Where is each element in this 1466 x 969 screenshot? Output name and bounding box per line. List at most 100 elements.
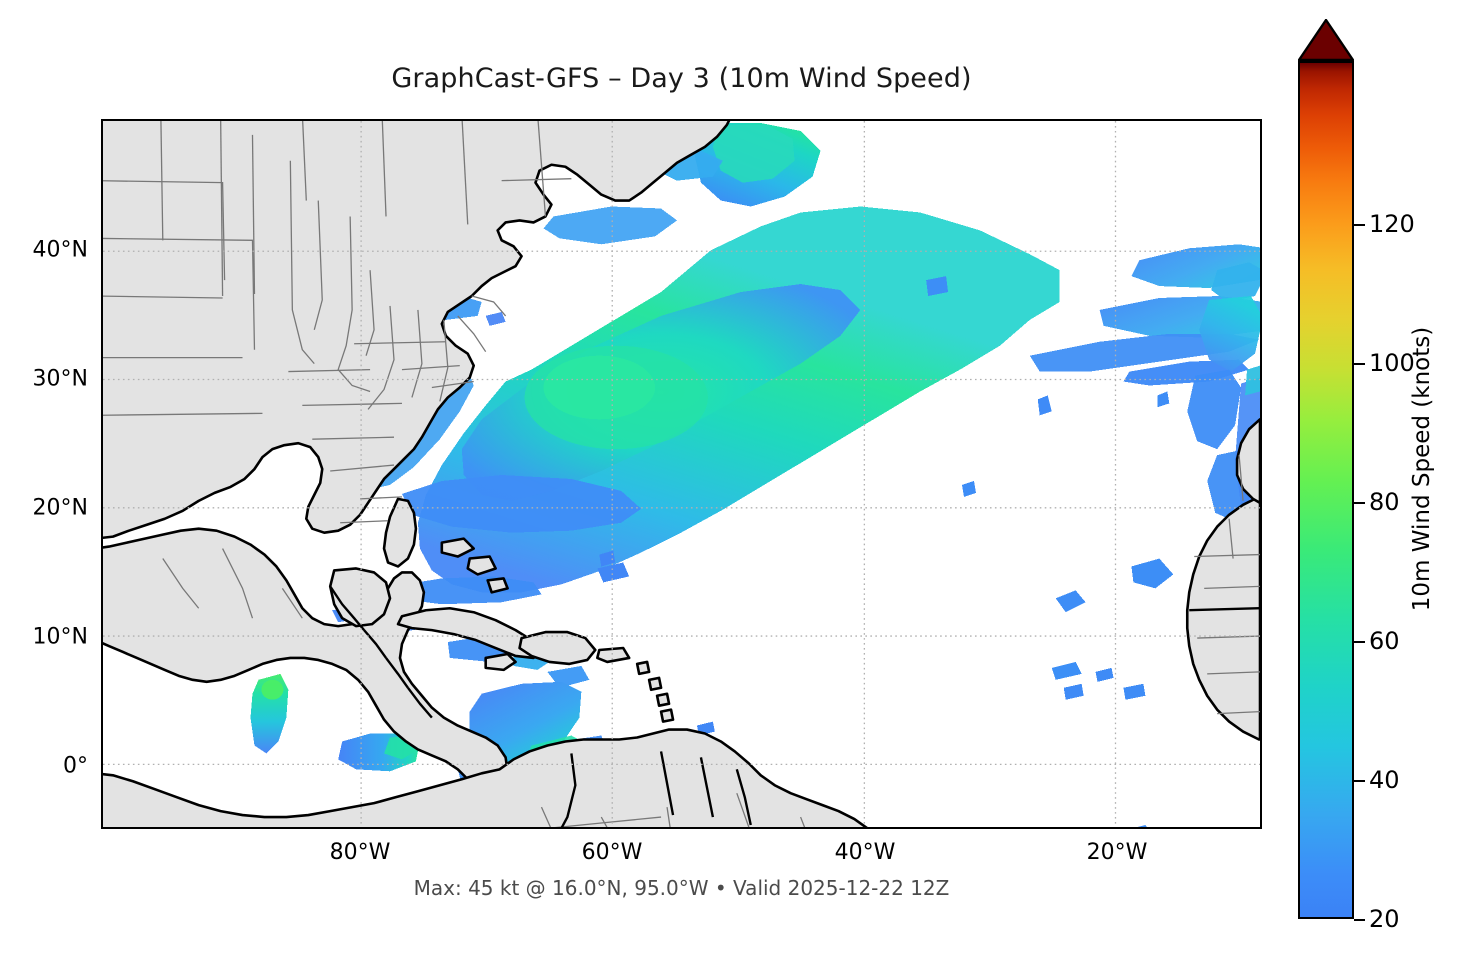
land-bahamas-c — [486, 577, 509, 594]
border-mx-3 — [281, 587, 303, 619]
land-west-africa — [1185, 495, 1260, 741]
colorbar-tick-20 — [1354, 919, 1365, 921]
wind-patch-eastern-atlantic-blob — [1199, 296, 1260, 372]
border-af-5 — [1228, 518, 1234, 559]
wind-speck-k — [1123, 683, 1146, 700]
figure-subtitle: Max: 45 kt @ 16.0°N, 95.0°W • Valid 2025… — [413, 876, 950, 900]
colorbar-tick-label-120: 120 — [1369, 210, 1415, 238]
y-tick-label-20n: 20°N — [32, 495, 88, 521]
x-tick-label-80w: 80°W — [329, 840, 391, 865]
border-us-16 — [288, 368, 371, 373]
x-tick-label-40w: 40°W — [834, 840, 896, 865]
border-af-1 — [1194, 553, 1260, 558]
land-nw-africa — [1235, 418, 1260, 505]
border-ca-3 — [461, 121, 469, 225]
admin-borders — [103, 121, 1260, 827]
border-af-7 — [1217, 711, 1260, 715]
border-us-19 — [330, 464, 395, 472]
wind-patch-nova-scotia-shelf — [543, 206, 678, 245]
y-tick-label-40n: 40°N — [32, 237, 88, 263]
y-tick-label-30n: 30°N — [32, 366, 88, 392]
wind-speck-i — [1063, 683, 1084, 700]
colorbar-tick-label-20: 20 — [1369, 905, 1400, 933]
wind-speck-c — [1157, 391, 1170, 408]
colorbar-axis-label: 10m Wind Speed (knots) — [1400, 19, 1444, 919]
border-us-25 — [360, 496, 402, 500]
x-tick-label-20w: 20°W — [1086, 840, 1148, 865]
land-puerto-rico — [595, 646, 631, 664]
border-us-1 — [103, 180, 226, 281]
border-centam-1 — [329, 585, 366, 631]
page-title: GraphCast-GFS – Day 3 (10m Wind Speed) — [391, 63, 972, 94]
border-af-4 — [1207, 671, 1260, 675]
land-yucatan — [328, 567, 392, 628]
border-us-17 — [302, 402, 402, 407]
map-axes[interactable] — [101, 119, 1262, 829]
land-mexico-centam — [103, 527, 509, 791]
border-us-14 — [411, 309, 423, 398]
land-south-america-body — [103, 728, 868, 827]
wind-speck-d — [962, 480, 976, 497]
colorbar[interactable]: 20 40 60 80 100 120 — [1298, 19, 1415, 933]
border-centam-2 — [363, 629, 387, 659]
colorbar-tick-80 — [1354, 502, 1365, 504]
wind-patch-lake-ontario — [485, 311, 506, 326]
y-tick-label-10n: 10°N — [32, 624, 88, 650]
wind-max-marker-tehuantepec — [261, 679, 284, 700]
colorbar-extend-arrow-icon — [1298, 19, 1354, 61]
land-antilles-c — [655, 692, 671, 707]
border-us-22 — [431, 380, 474, 389]
wind-speck-h — [1051, 661, 1082, 680]
border-us-6 — [160, 121, 164, 241]
border-us-24 — [471, 295, 507, 317]
country-borders — [329, 585, 1260, 827]
colorbar-tick-100 — [1354, 363, 1365, 365]
border-us-3 — [103, 295, 223, 299]
border-ca-4 — [537, 121, 547, 217]
border-af-sahara — [1189, 607, 1260, 612]
border-sa-ven-col — [560, 753, 577, 827]
border-us-8 — [251, 134, 256, 295]
land-florida — [382, 497, 418, 568]
land-antilles-a — [635, 660, 651, 676]
border-us-11 — [337, 216, 371, 393]
border-sa-fguiana — [735, 768, 752, 826]
x-tick-label-60w: 60°W — [581, 840, 643, 865]
border-af-6 — [1238, 455, 1244, 501]
colorbar-tick-40 — [1354, 780, 1365, 782]
border-us-7 — [220, 121, 224, 297]
border-us-21 — [401, 364, 460, 371]
border-sa-6 — [540, 806, 552, 827]
border-af-2 — [1204, 585, 1260, 589]
gridlines — [103, 121, 1260, 827]
land-antilles-b — [647, 676, 663, 692]
wind-patch-morocco-coast — [1245, 365, 1260, 396]
land-jamaica — [484, 652, 517, 672]
land-conus-canada — [103, 121, 731, 540]
wind-core-peak2 — [543, 355, 656, 420]
border-us-10 — [313, 200, 323, 330]
colorbar-tick-60 — [1354, 641, 1365, 643]
colorbar-tick-label-80: 80 — [1369, 488, 1400, 516]
wind-speck-g — [1055, 590, 1086, 613]
border-centam-3 — [385, 657, 409, 689]
border-centam-4 — [406, 687, 433, 719]
colorbar-gradient[interactable] — [1298, 61, 1354, 919]
map-plot-svg — [103, 121, 1260, 827]
border-us-26 — [340, 520, 389, 524]
border-us-9 — [289, 160, 315, 365]
border-ca-2 — [381, 121, 387, 217]
border-us-18 — [312, 436, 395, 440]
wind-speck-l — [597, 562, 630, 583]
border-sa-guyana — [659, 751, 675, 816]
colorbar-tick-label-100: 100 — [1369, 349, 1415, 377]
border-ca-1 — [302, 121, 307, 201]
wind-patch-central-atlantic-streak — [1029, 333, 1260, 372]
land-polygons — [103, 121, 1260, 827]
colorbar-tick-label-40: 40 — [1369, 766, 1400, 794]
wind-speck-e — [599, 550, 616, 567]
land-bahamas-b — [466, 555, 497, 576]
border-mx-2 — [222, 548, 254, 619]
y-tick-label-0: 0° — [63, 753, 88, 779]
border-us-5 — [103, 412, 263, 416]
